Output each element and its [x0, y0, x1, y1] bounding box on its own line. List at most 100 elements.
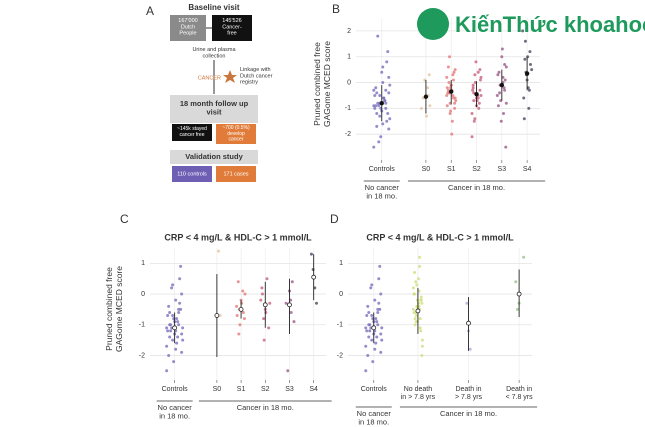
data-point [374, 317, 378, 321]
data-point [169, 329, 173, 333]
data-point [420, 301, 424, 305]
data-point [378, 307, 382, 311]
data-point [262, 338, 266, 342]
box-text: 167'000 Dutch People [178, 18, 197, 37]
data-point [470, 135, 474, 139]
data-point [376, 323, 380, 327]
data-point [375, 91, 379, 95]
data-point [379, 332, 383, 336]
panel-a: A Baseline visit 167'000 Dutch People 145'… [146, 3, 273, 182]
data-point [380, 70, 384, 74]
data-point [414, 320, 418, 324]
data-point [479, 75, 483, 79]
data-point [166, 329, 170, 333]
y-tick-label: 1 [141, 260, 145, 267]
data-point [379, 135, 383, 139]
mean-marker [423, 94, 429, 99]
data-point [370, 338, 374, 342]
data-point [445, 75, 449, 79]
data-point [178, 301, 182, 305]
data-point [375, 112, 379, 116]
data-point [367, 323, 371, 327]
data-point [176, 335, 180, 339]
data-point [451, 96, 455, 100]
data-point [174, 298, 178, 302]
mean-marker [371, 325, 377, 331]
data-point [388, 83, 392, 87]
data-point [453, 106, 457, 110]
y-tick-label: 2 [347, 28, 351, 35]
mean-marker [449, 89, 454, 94]
mean-marker [474, 91, 479, 97]
charts: B Pruned combined freeGAGome MCED score -2… [104, 2, 546, 427]
data-point [238, 323, 242, 327]
data-point [369, 286, 373, 290]
data-point [377, 104, 381, 108]
group-label: No cancer in 18 mo. [158, 403, 193, 421]
data-point [475, 99, 479, 103]
data-point [413, 292, 417, 296]
x-tick-label: S4 [309, 386, 318, 393]
data-point [260, 292, 264, 296]
data-point [418, 255, 422, 259]
data-point [284, 301, 288, 305]
data-point [496, 104, 500, 108]
data-point [289, 310, 293, 314]
data-point [424, 114, 428, 118]
data-point [236, 280, 240, 284]
data-point [446, 65, 450, 69]
box-text: ~145k stayed cancer free [177, 126, 207, 138]
data-point [259, 298, 263, 302]
data-point [451, 73, 455, 77]
y-tick-label: -2 [337, 352, 343, 359]
x-tick-label: Death in > 7.8 yrs [455, 386, 483, 401]
box [170, 95, 258, 123]
data-point [365, 329, 369, 333]
data-point [499, 119, 503, 123]
data-point [180, 292, 184, 296]
data-point [364, 344, 368, 348]
x-tick-label: S0 [422, 166, 431, 173]
data-point [168, 310, 172, 314]
data-point [267, 326, 271, 330]
data-point [415, 298, 419, 302]
data-point [447, 81, 451, 85]
mean-marker [311, 274, 317, 280]
data-point [241, 310, 245, 314]
data-point [366, 353, 370, 357]
data-point [478, 78, 482, 82]
data-point [497, 70, 501, 74]
panel-label: D [330, 212, 339, 226]
x-tick-label: Death in < 7.8 yrs [506, 386, 534, 401]
data-point [418, 317, 422, 321]
box [212, 15, 252, 41]
data-point [378, 264, 382, 268]
data-point [384, 106, 388, 110]
data-point [427, 73, 431, 77]
data-point [445, 104, 449, 108]
data-point [496, 73, 500, 77]
data-point [242, 317, 246, 321]
data-point [168, 323, 172, 327]
box [170, 150, 258, 164]
box-text: ~700 (0.5%) develop cancer [222, 125, 250, 143]
data-point [292, 320, 296, 324]
data-point [309, 252, 313, 256]
data-point [477, 106, 481, 110]
y-tick-label: 0 [339, 291, 343, 298]
data-point [378, 93, 382, 97]
data-point [377, 277, 381, 281]
x-tick-label: S0 [213, 386, 222, 393]
data-point [448, 55, 452, 59]
box [172, 124, 212, 141]
data-point [473, 117, 477, 121]
data-point [181, 326, 185, 330]
data-point [472, 99, 476, 103]
data-point [165, 326, 169, 330]
data-point [413, 271, 417, 275]
mean-marker [287, 302, 292, 308]
y-tick-label: -2 [139, 352, 145, 359]
data-point [180, 350, 184, 354]
data-point [367, 335, 371, 339]
data-point [385, 60, 389, 64]
